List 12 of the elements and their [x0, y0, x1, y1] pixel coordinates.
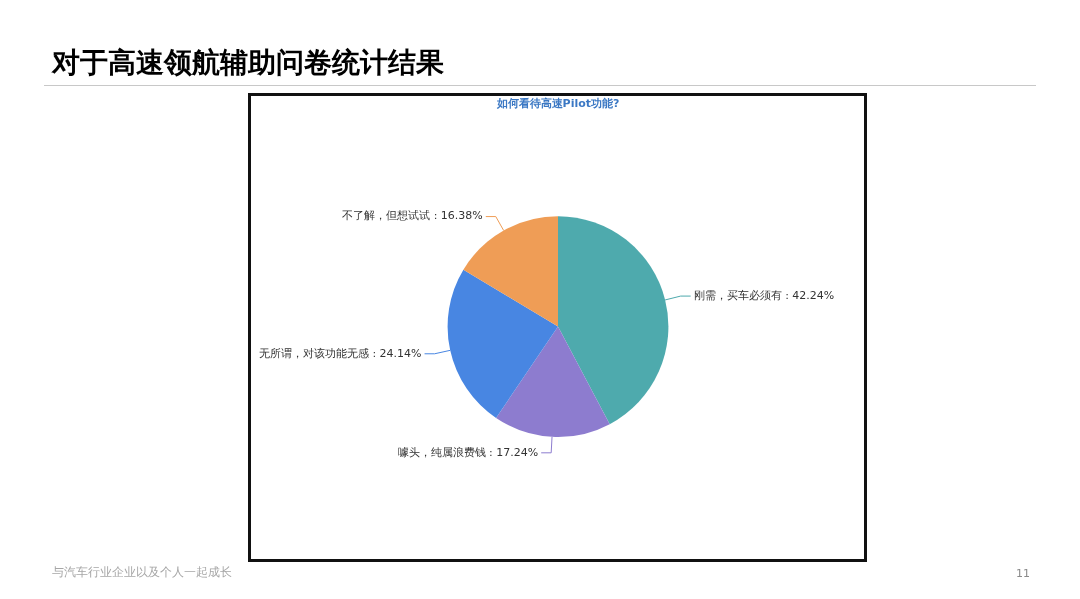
- text: 与汽车行业企业以及个人一起成长: [52, 564, 232, 580]
- chart-title: 对于高速领航辅助问卷统计结果: [52, 46, 444, 80]
- data-label: : 17.24%: [489, 445, 539, 459]
- text: 11: [1016, 566, 1030, 582]
- data-label: : 16.38%: [433, 209, 483, 223]
- slice-label: 无所谓，对该功能无感: [258, 346, 369, 360]
- slice-label: 噱头，纯属浪费钱: [397, 445, 486, 459]
- slice-label: 刚需，买车必须有: [693, 288, 782, 302]
- chart-subtitle: 如何看待高速Pilot功能?: [495, 97, 620, 111]
- data-label: : 24.14%: [372, 346, 422, 360]
- slice-label: 不了解，但想试试: [342, 209, 431, 223]
- data-label: : 42.24%: [785, 288, 835, 302]
